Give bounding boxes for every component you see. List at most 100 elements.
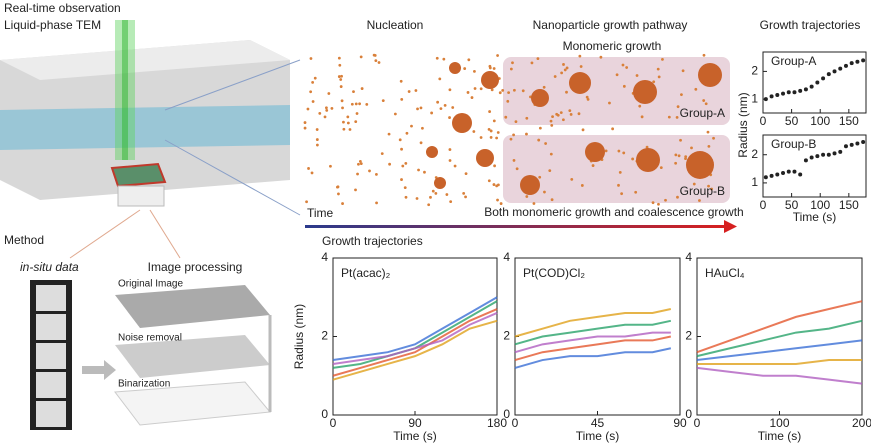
particle — [509, 137, 513, 141]
particle — [373, 54, 377, 57]
particle — [676, 105, 680, 109]
trajectory — [514, 308, 672, 338]
particle — [559, 111, 563, 115]
particle — [393, 112, 397, 116]
particle — [423, 170, 426, 174]
particle — [448, 159, 452, 162]
y-tick-label: 2 — [503, 329, 510, 343]
particle — [354, 102, 358, 106]
particle — [680, 93, 683, 97]
point — [798, 88, 803, 93]
particle — [359, 55, 363, 59]
particle — [493, 164, 496, 168]
particle — [464, 195, 467, 199]
trajectory — [696, 319, 863, 358]
particle — [337, 75, 341, 78]
particle — [492, 67, 496, 70]
particle — [565, 66, 569, 70]
x-tick-label: 0 — [760, 114, 767, 128]
particle — [417, 168, 420, 172]
group-a-box — [503, 57, 730, 125]
trajectory — [332, 296, 498, 362]
particle — [560, 71, 564, 75]
particle — [635, 74, 639, 77]
x-tick-label: 50 — [785, 198, 799, 212]
processing-layers — [114, 285, 272, 426]
point — [843, 144, 848, 149]
point — [803, 87, 808, 92]
particle — [311, 81, 315, 84]
point — [821, 76, 826, 81]
x-tick-label: 150 — [839, 114, 859, 128]
label: Group-A — [680, 106, 725, 120]
point — [775, 172, 780, 177]
particle — [525, 195, 529, 198]
annotation: Pt(acac)₂ — [341, 266, 391, 280]
particle — [339, 78, 343, 81]
particle — [421, 126, 424, 130]
time-arrow — [305, 225, 725, 228]
particle — [405, 131, 409, 135]
particle — [399, 79, 403, 83]
particle — [664, 198, 667, 202]
particle — [704, 102, 708, 106]
particle — [400, 147, 403, 151]
particle — [464, 172, 468, 176]
annotation: HAuCl₄ — [705, 266, 745, 280]
y-tick-label: 0 — [503, 407, 510, 421]
y-tick-label: 1 — [751, 91, 758, 105]
particle — [565, 90, 568, 94]
annotation: Pt(COD)Cl₂ — [523, 266, 585, 280]
particle — [710, 187, 714, 191]
particle — [315, 128, 319, 131]
particle — [652, 80, 656, 84]
particle — [580, 184, 584, 187]
particle — [507, 91, 511, 94]
particle — [380, 152, 384, 156]
y-axis-label: Radius (nm) — [292, 304, 306, 369]
particle — [307, 167, 310, 170]
particle — [445, 193, 449, 196]
particle — [356, 172, 359, 176]
particle — [579, 65, 583, 68]
particle — [342, 127, 346, 131]
particle — [404, 161, 408, 165]
nanoparticle — [698, 63, 722, 87]
point — [786, 90, 791, 95]
time-arrow-head — [724, 220, 737, 233]
point — [826, 152, 831, 157]
point — [803, 158, 808, 163]
x-tick-label: 0 — [760, 198, 767, 212]
particle — [453, 164, 457, 168]
particle — [617, 149, 621, 153]
particle — [489, 129, 493, 133]
particle — [563, 68, 567, 72]
nanoparticle — [520, 175, 540, 195]
particle — [496, 198, 499, 202]
particle — [341, 202, 344, 205]
point — [769, 173, 774, 178]
particle — [548, 169, 552, 173]
nanoparticle — [569, 72, 591, 94]
particle — [702, 53, 706, 57]
particle — [340, 74, 343, 78]
particle — [656, 67, 660, 71]
particle — [410, 124, 413, 128]
particle — [511, 61, 514, 65]
particle — [325, 108, 329, 112]
label: in-situ data — [20, 260, 79, 274]
film-strip — [30, 280, 116, 430]
point — [792, 169, 797, 174]
particle — [466, 91, 470, 94]
particle — [702, 99, 706, 102]
particle — [634, 190, 638, 194]
nanoparticle — [434, 177, 446, 189]
particle — [499, 202, 503, 205]
particle — [591, 164, 595, 167]
particle — [651, 201, 655, 205]
particle — [419, 106, 423, 110]
x-tick-label: 45 — [591, 416, 605, 430]
trajectory — [696, 339, 863, 362]
x-tick-label: 0 — [330, 416, 337, 430]
particle — [707, 144, 711, 148]
